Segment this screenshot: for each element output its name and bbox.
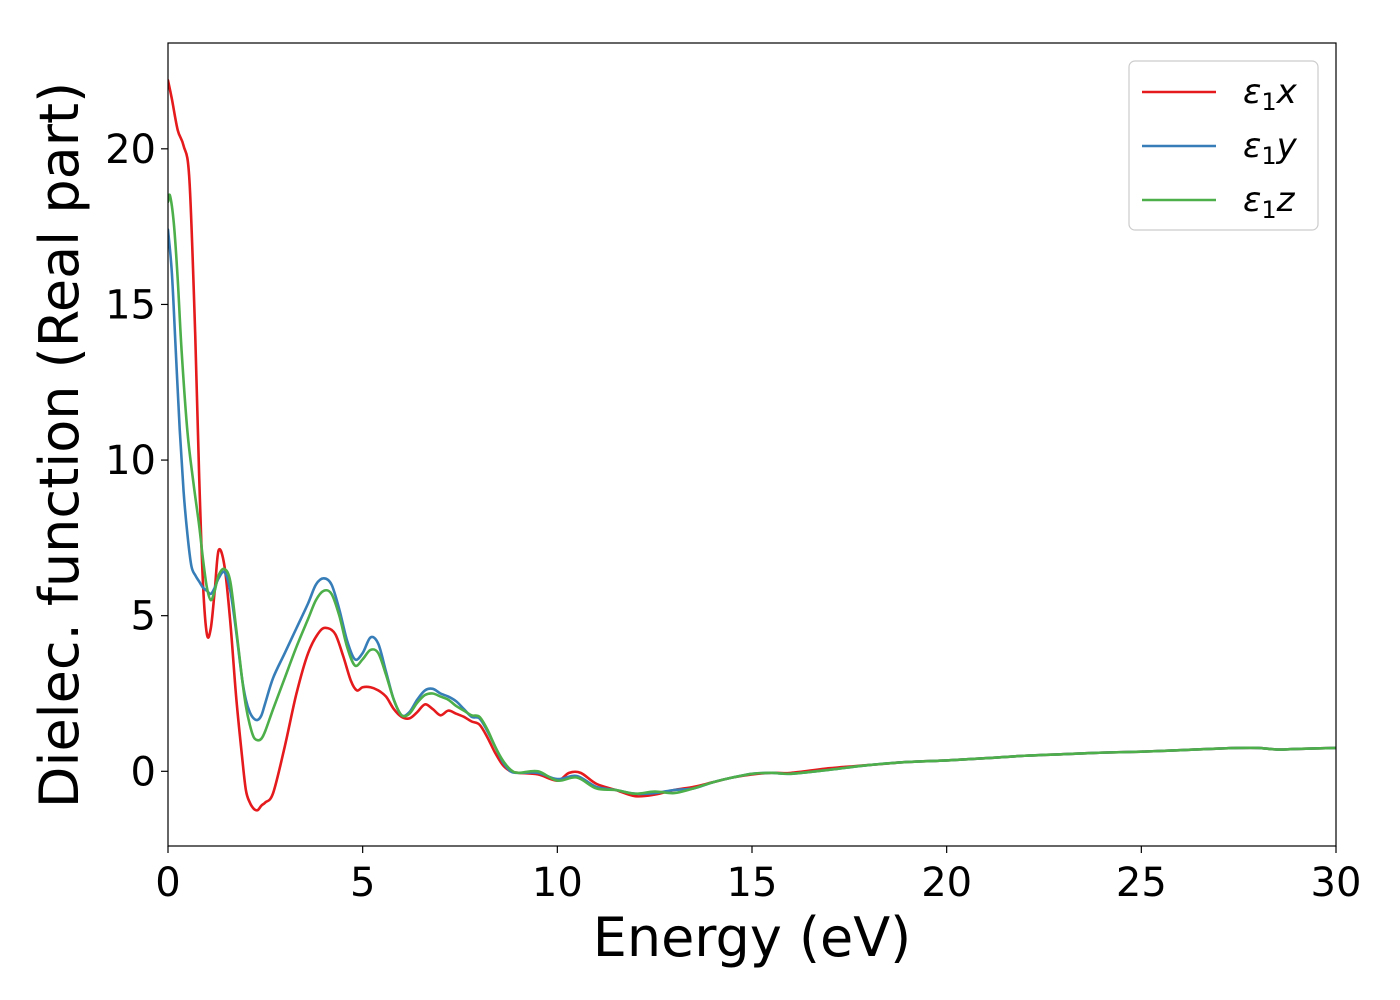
y-tick-label: 15 (105, 282, 156, 328)
x-tick-label: 20 (921, 860, 972, 906)
x-tick-label: 15 (727, 860, 778, 906)
x-tick-label: 0 (155, 860, 180, 906)
series-line-z (168, 193, 1336, 796)
x-tick-label: 30 (1311, 860, 1362, 906)
x-tick-label: 25 (1116, 860, 1167, 906)
y-tick-label: 0 (131, 749, 156, 795)
legend-label-y: ε1y (1243, 126, 1298, 170)
legend-label-z: ε1z (1243, 180, 1296, 224)
y-tick-label: 20 (105, 127, 156, 173)
x-tick-label: 5 (350, 860, 375, 906)
legend-label-x: ε1x (1243, 72, 1298, 116)
y-axis: 0 5 10 15 20 (105, 127, 168, 795)
y-axis-title: Dielec. function (Real part) (28, 82, 91, 808)
x-tick-label: 10 (532, 860, 583, 906)
legend-box (1128, 60, 1319, 231)
x-axis-title: Energy (eV) (593, 906, 912, 969)
y-tick-label: 10 (105, 438, 156, 484)
y-tick-label: 5 (131, 594, 156, 640)
x-axis: 0 5 10 15 20 25 30 (155, 846, 1361, 906)
legend: ε1x ε1y ε1z (1128, 60, 1319, 231)
series-layer (168, 79, 1336, 812)
